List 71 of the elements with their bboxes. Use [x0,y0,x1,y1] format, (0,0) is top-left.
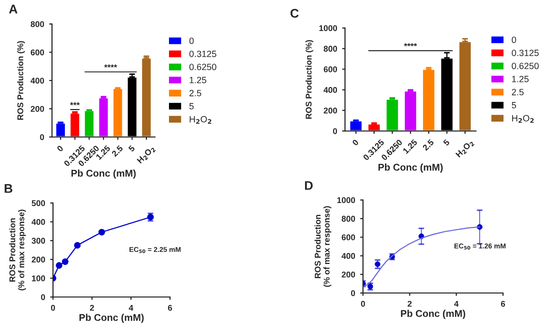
annotation: **** [104,64,118,68]
y-tick-label: 1000 [337,197,356,204]
chart-title: C [290,8,299,18]
x-tick-label: 2 [408,300,412,307]
legend-label: 0.6250 [189,64,216,70]
y-tick-label: 600 [30,49,44,56]
x-tick-label: 2.5 [111,144,124,157]
legend-label: 2.5 [189,90,202,96]
x-tick-label: H$_{2}$O$_{2}$ [455,139,475,158]
chart-title: D [305,181,313,190]
x-tick-label: H$_{2}$O$_{2}$ [136,145,156,164]
x-axis-title: Pb Conc (mM) [79,314,144,323]
annotation: *** [70,102,80,106]
legend-label: 5 [189,103,194,110]
annotation: **** [404,43,417,46]
legend-label: 0 [512,36,516,44]
x-tick-label: 6 [500,300,506,307]
point [62,258,68,265]
y-tick-label: 400 [324,87,338,93]
y-tick-label: 100 [32,275,46,282]
y-tick-label: 400 [30,78,44,84]
y-axis-title: ROS Production (% of max response) [9,210,26,290]
y-tick-label: 500 [32,200,46,206]
y-tick-label: 800 [342,216,356,222]
legend-label: 0.6250 [512,62,539,70]
y-tick-label: 400 [32,219,46,225]
legend-label: 5 [512,102,516,108]
y-tick-label: 200 [32,256,46,262]
legend-label: 1.25 [190,76,206,84]
x-tick-label: 4 [454,300,459,307]
y-tick-label: 800 [324,46,338,52]
y-tick-label: 0 [41,294,46,300]
x-tick-label: 5 [128,145,136,152]
x-axis-title: Pb Conc (mM) [378,164,443,173]
legend-label: H$_{2}$O$_{2}$ [512,115,534,123]
y-tick-label: 400 [342,253,356,259]
y-axis-title: ROS Production (% of max response) [314,206,332,287]
x-tick-label: 0 [56,145,64,152]
y-axis-title: ROS Production (%) [306,40,314,119]
legend-label: 0.3125 [189,50,216,58]
x-tick-label: 0 [51,304,55,311]
x-tick-label: 2.5 [422,138,434,151]
x-axis-title: Pb Conc (mM) [71,170,136,179]
point [56,262,62,269]
y-tick-label: 200 [324,108,338,114]
legend-label: 1.25 [512,76,529,82]
x-axis-title: Pb Conc (mM) [400,310,466,319]
y-tick-label: 800 [30,21,44,28]
legend-label: 0.3125 [512,50,539,56]
y-tick-label: 1000 [319,25,338,32]
y-tick-label: 300 [32,238,46,244]
chart-title: A [9,4,18,14]
y-tick-label: 200 [30,106,44,112]
legend-label: 2.5 [512,88,524,96]
x-tick-label: 0 [361,300,365,307]
y-tick-label: 600 [324,66,338,72]
y-tick-label: 200 [342,272,356,278]
legend-label: H$_{2}$O$_{2}$ [190,116,212,124]
y-tick-label: 0 [351,290,356,296]
legend-label: 0 [189,38,194,44]
x-tick-label: 2 [90,304,94,311]
y-tick-label: 600 [342,234,356,240]
x-tick-label: 6 [168,304,172,311]
point [74,242,81,249]
chart-title: B [4,184,12,193]
y-tick-label: 0 [333,128,338,134]
y-tick-label: 0 [40,134,44,140]
y-axis-title: ROS Production (%) [17,41,25,120]
x-tick-label: 5 [442,139,450,146]
point [98,228,106,236]
x-tick-label: 4 [128,304,134,311]
